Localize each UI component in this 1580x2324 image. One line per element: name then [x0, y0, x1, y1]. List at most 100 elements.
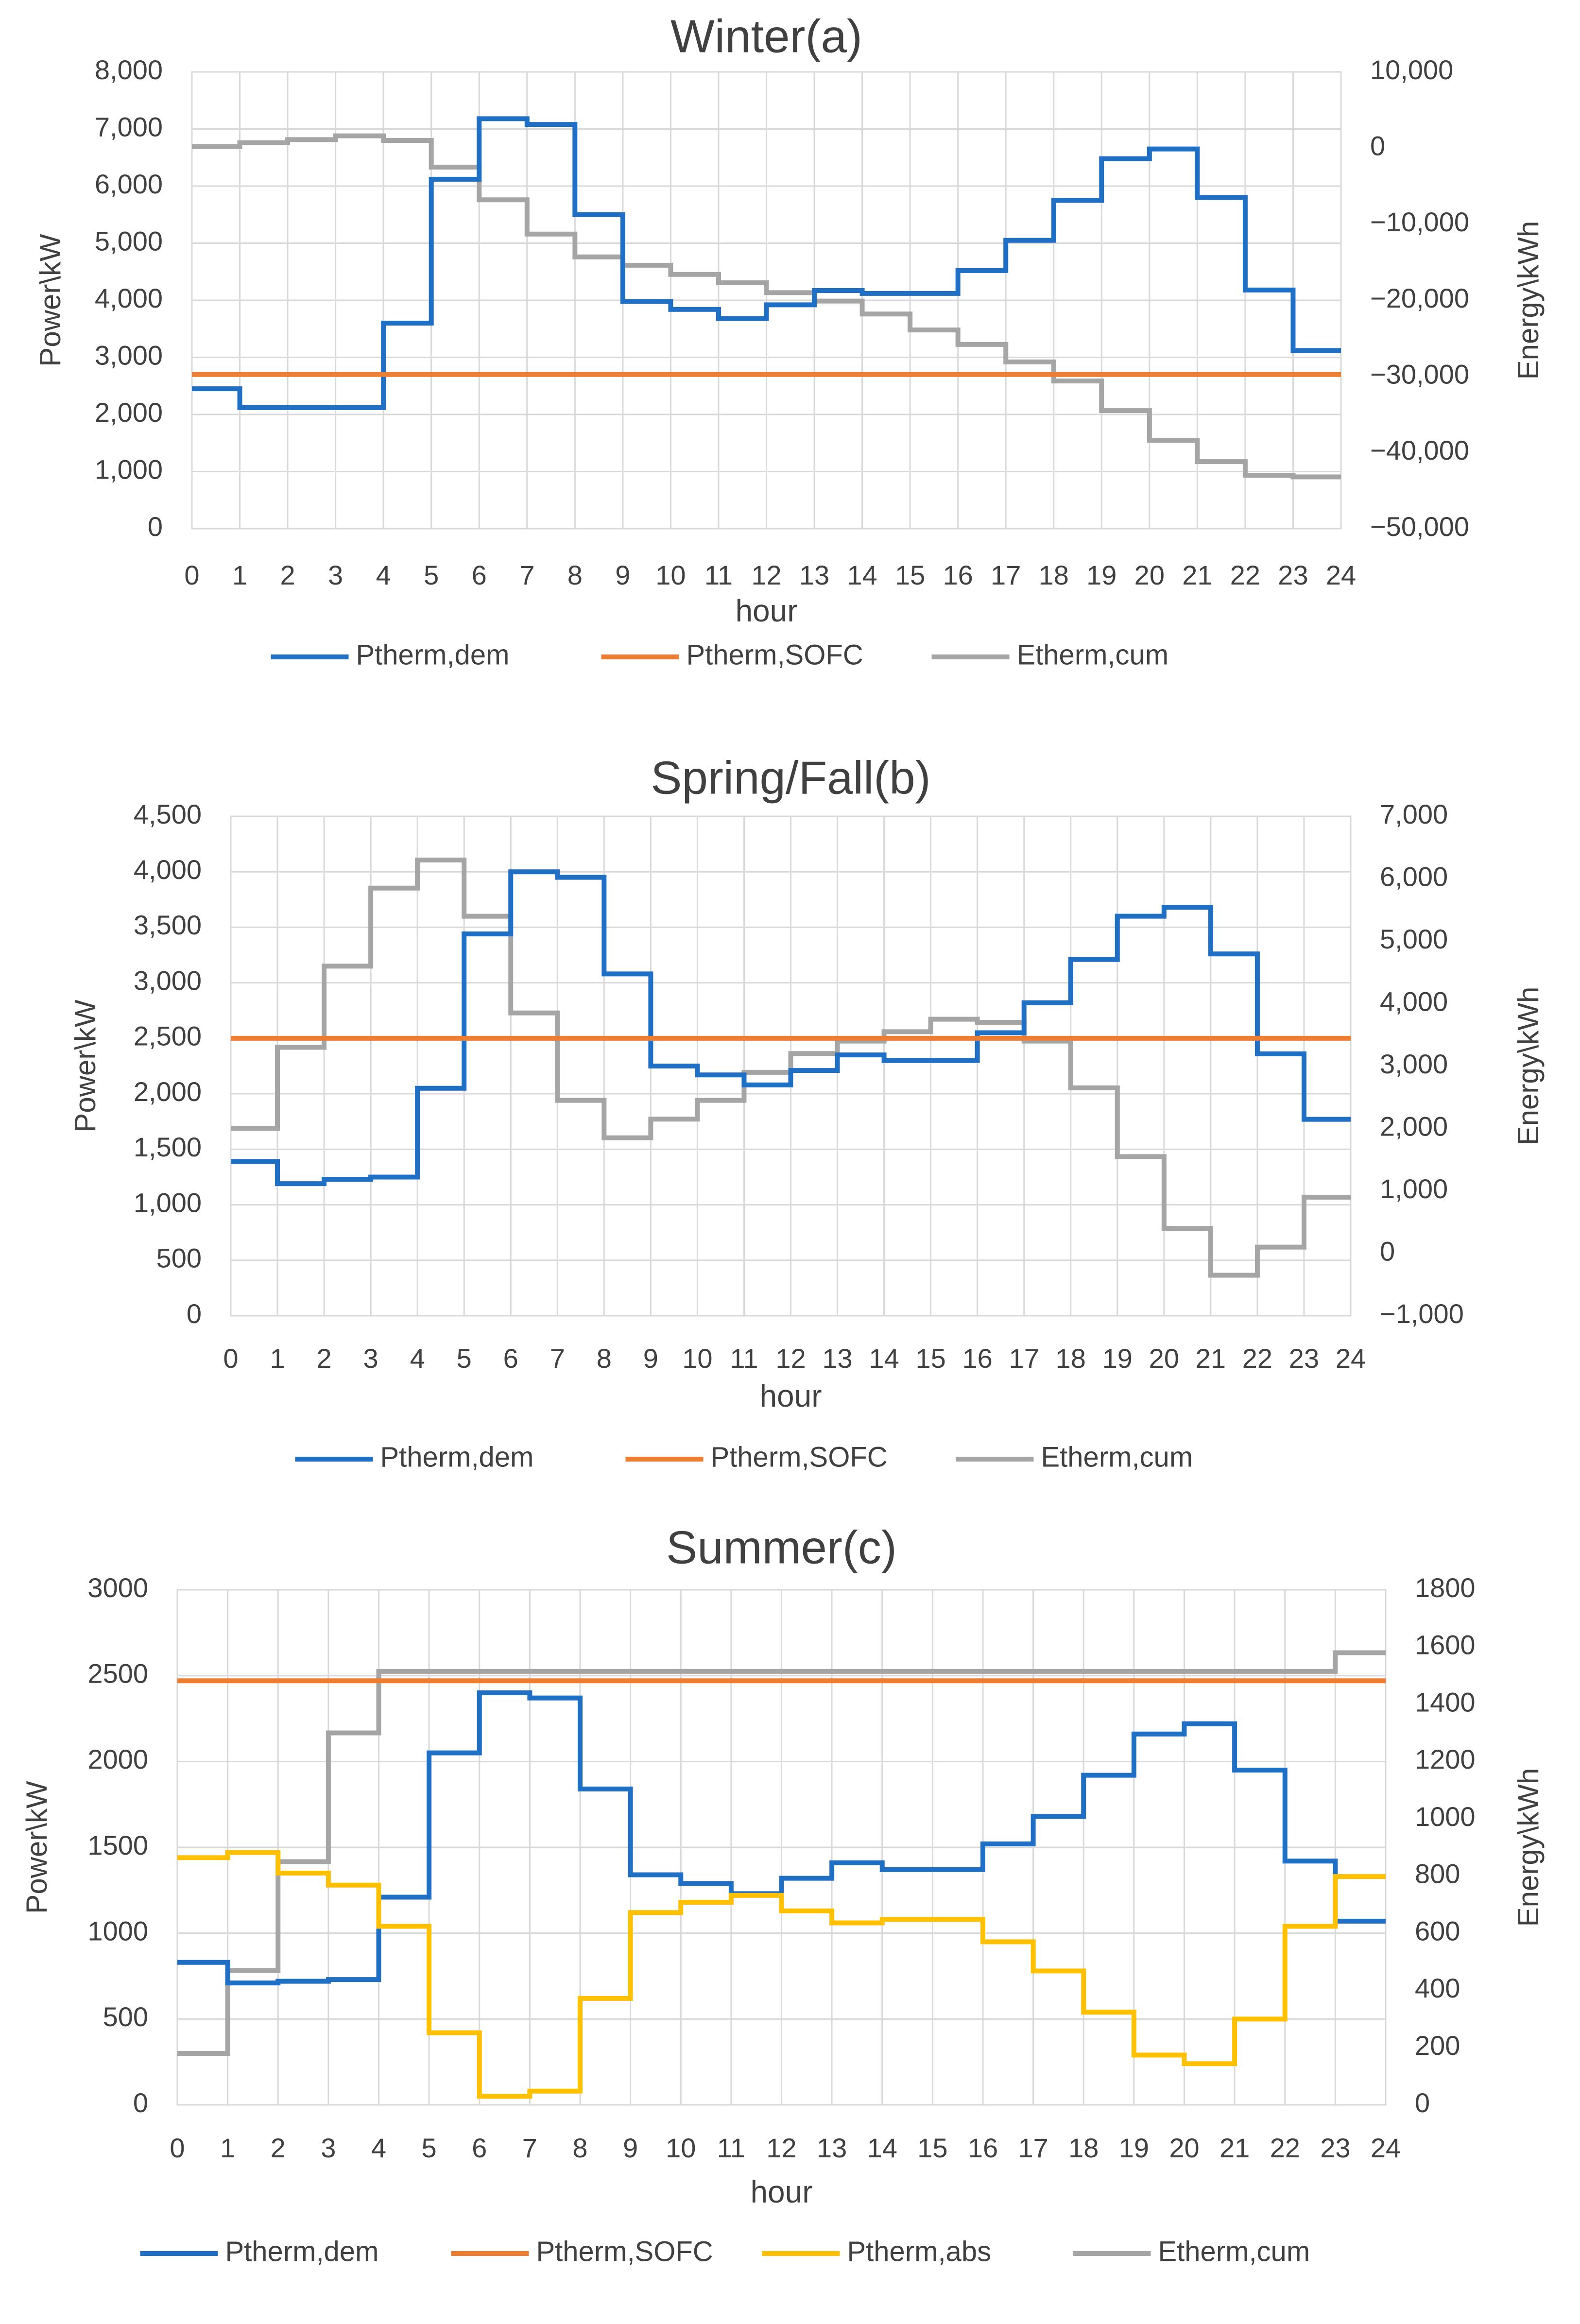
- y-tick-label: 1500: [87, 1830, 148, 1860]
- x-tick-label: 2: [271, 2133, 286, 2163]
- x-tick-label: 6: [503, 1343, 518, 1374]
- x-tick-label: 4: [376, 560, 391, 590]
- y2-tick-label: −50,000: [1370, 511, 1469, 542]
- y-tick-label: 1,000: [134, 1187, 202, 1218]
- summer-chart: Summer(c)0500100015002000250030000200400…: [20, 1526, 1545, 2267]
- y2-tick-label: 400: [1415, 1973, 1460, 2003]
- x-tick-label: 10: [655, 560, 686, 590]
- legend-label: Etherm,cum: [1041, 1441, 1193, 1473]
- x-tick-label: 11: [704, 560, 733, 590]
- y-tick-label: 0: [133, 2087, 148, 2118]
- x-tick-label: 15: [915, 1343, 945, 1374]
- x-tick-label: 10: [682, 1343, 712, 1374]
- x-tick-label: 18: [1056, 1343, 1086, 1374]
- x-tick-label: 23: [1289, 1343, 1319, 1374]
- x-tick-label: 3: [321, 2133, 336, 2163]
- x-tick-label: 23: [1320, 2133, 1350, 2163]
- legend-label: Ptherm,SOFC: [536, 2236, 713, 2267]
- y2-tick-label: −10,000: [1370, 207, 1469, 237]
- x-tick-label: 16: [943, 560, 973, 590]
- x-tick-label: 12: [775, 1343, 806, 1374]
- y2-tick-label: 0: [1370, 130, 1385, 161]
- x-tick-label: 21: [1196, 1343, 1226, 1374]
- x-tick-label: 15: [895, 560, 925, 590]
- x-tick-label: 16: [968, 2133, 998, 2163]
- plot-area-border: [191, 71, 1342, 530]
- y2-tick-label: 1,000: [1380, 1173, 1448, 1204]
- x-tick-label: 21: [1182, 560, 1212, 590]
- legend-label: Ptherm,abs: [847, 2236, 992, 2267]
- x-tick-label: 18: [1039, 560, 1069, 590]
- x-tick-label: 5: [457, 1343, 472, 1374]
- y-axis-title: Power\kW: [34, 234, 67, 367]
- x-tick-label: 4: [371, 2133, 386, 2163]
- x-tick-label: 12: [751, 560, 781, 590]
- x-tick-label: 19: [1102, 1343, 1133, 1374]
- x-tick-label: 19: [1119, 2133, 1149, 2163]
- y-tick-label: 2,000: [95, 397, 163, 428]
- y2-tick-label: −40,000: [1370, 435, 1469, 465]
- x-tick-label: 22: [1242, 1343, 1272, 1374]
- x-tick-label: 17: [991, 560, 1021, 590]
- x-tick-label: 0: [223, 1343, 238, 1374]
- x-tick-label: 17: [1018, 2133, 1048, 2163]
- y-tick-label: 500: [103, 2001, 148, 2032]
- x-tick-label: 24: [1336, 1343, 1366, 1374]
- x-tick-label: 5: [422, 2133, 437, 2163]
- chart-title: Spring/Fall(b): [651, 758, 930, 804]
- legend-label: Ptherm,SOFC: [687, 639, 863, 671]
- x-tick-label: 9: [623, 2133, 638, 2163]
- series-line-etherm-cum: [177, 1650, 1386, 2056]
- y2-tick-label: 7,000: [1380, 799, 1448, 829]
- chart-title: Winter(a): [670, 10, 862, 62]
- legend-label: Ptherm,dem: [380, 1441, 534, 1473]
- x-tick-label: 5: [424, 560, 439, 590]
- y2-tick-label: 600: [1415, 1915, 1460, 1946]
- y-tick-label: 3,000: [95, 340, 163, 370]
- x-tick-label: 20: [1169, 2133, 1199, 2163]
- y-tick-label: 2,000: [134, 1076, 202, 1107]
- plot-area-border: [230, 815, 1352, 1317]
- y-tick-label: 1,500: [134, 1132, 202, 1162]
- x-tick-label: 0: [170, 2133, 185, 2163]
- x-tick-label: 10: [666, 2133, 696, 2163]
- y-tick-label: 3,000: [134, 965, 202, 996]
- series-line-etherm-cum: [192, 133, 1341, 480]
- y2-tick-label: 3,000: [1380, 1049, 1448, 1079]
- y2-axis-title: Energy\kWh: [1512, 1768, 1545, 1927]
- x-tick-label: 24: [1326, 560, 1356, 590]
- series-line-ptherm-dem: [231, 869, 1351, 1187]
- spring-fall-chart: Spring/Fall(b)05001,0001,5002,0002,5003,…: [69, 758, 1545, 1473]
- x-tick-label: 22: [1230, 560, 1260, 590]
- legend-label: Ptherm,dem: [225, 2236, 379, 2267]
- x-tick-label: 11: [730, 1343, 758, 1374]
- x-tick-label: 21: [1219, 2133, 1250, 2163]
- x-tick-label: 6: [472, 560, 487, 590]
- series-line-ptherm-abs: [177, 1850, 1386, 2099]
- x-tick-label: 22: [1270, 2133, 1300, 2163]
- y2-tick-label: −30,000: [1370, 359, 1469, 389]
- y2-tick-label: 0: [1415, 2087, 1430, 2118]
- x-tick-label: 17: [1009, 1343, 1039, 1374]
- x-axis-title: hour: [735, 593, 797, 628]
- y-axis-title: Power\kW: [69, 999, 102, 1133]
- winter-chart: Winter(a) 0 1,000 2,000 3,000 4,000 5,000 6,000…: [34, 10, 1545, 671]
- y2-tick-label: −20,000: [1370, 283, 1469, 313]
- x-tick-label: 18: [1068, 2133, 1099, 2163]
- y-axis-title: Power\kW: [20, 1781, 53, 1914]
- legend-label: Etherm,cum: [1017, 639, 1169, 671]
- y-tick-label: 3,500: [134, 910, 202, 940]
- y2-tick-label: 200: [1415, 2030, 1460, 2061]
- x-tick-label: 3: [363, 1343, 378, 1374]
- x-tick-label: 23: [1278, 560, 1308, 590]
- y-tick-label: 4,000: [134, 854, 202, 885]
- legend-label: Ptherm,dem: [356, 639, 510, 671]
- x-tick-label: 2: [280, 560, 295, 590]
- x-tick-label: 11: [717, 2133, 745, 2163]
- plot-area-border: [176, 1589, 1387, 2106]
- x-tick-label: 20: [1134, 560, 1165, 590]
- y2-tick-label: 1400: [1415, 1687, 1476, 1717]
- y-tick-label: 6,000: [95, 169, 163, 199]
- x-tick-label: 19: [1086, 560, 1116, 590]
- x-tick-label: 24: [1371, 2133, 1401, 2163]
